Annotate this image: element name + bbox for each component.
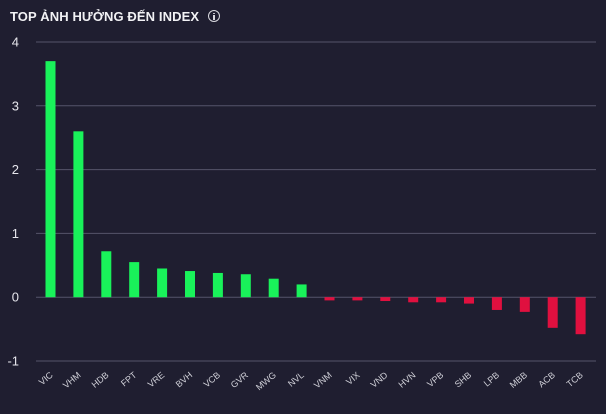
x-tick-label: ACB xyxy=(536,370,557,390)
x-tick-label: HDB xyxy=(90,370,111,390)
bar-vpb xyxy=(436,297,447,303)
y-tick-label: 1 xyxy=(12,226,19,241)
bar-vre xyxy=(157,268,168,298)
bar-vnm xyxy=(324,297,335,301)
x-tick-label: MBB xyxy=(508,370,529,390)
bar-vcb xyxy=(212,272,223,298)
bar-bvh xyxy=(185,271,195,298)
chart-title: TOP ẢNH HƯỞNG ĐẾN INDEX xyxy=(10,8,200,24)
x-tick-label: BVH xyxy=(174,370,195,390)
chart-header: TOP ẢNH HƯỞNG ĐẾN INDEX xyxy=(10,6,221,26)
bar-vic xyxy=(45,61,56,298)
y-tick-label: 2 xyxy=(12,162,19,177)
bar-mbb xyxy=(519,297,530,312)
x-tick-label: VND xyxy=(369,370,390,390)
bar-lpb xyxy=(491,297,502,310)
y-tick-label: 3 xyxy=(12,98,19,113)
y-tick-label: 0 xyxy=(12,290,19,305)
bar-mwg xyxy=(268,278,279,298)
x-tick-label: TCB xyxy=(565,370,585,389)
x-tick-label: VPB xyxy=(425,370,445,389)
x-tick-label: MWG xyxy=(254,370,278,392)
x-tick-label: FPT xyxy=(119,370,139,389)
x-tick-label: VHM xyxy=(61,370,83,391)
x-tick-label: HVN xyxy=(396,370,417,390)
x-tick-label: SHB xyxy=(453,370,474,390)
info-icon[interactable] xyxy=(208,10,221,22)
bar-gvr xyxy=(240,274,251,298)
bar-nvl xyxy=(296,284,307,298)
x-tick-label: VCB xyxy=(202,370,223,390)
x-tick-label: VNM xyxy=(312,370,334,391)
x-tick-label: VIC xyxy=(37,370,55,388)
bar-vix xyxy=(352,297,363,301)
bar-hvn xyxy=(408,297,419,303)
x-tick-label: NVL xyxy=(286,370,306,389)
x-tick-label: LPB xyxy=(482,370,501,389)
bar-shb xyxy=(464,297,474,304)
bar-vhm xyxy=(73,131,84,298)
bar-vnd xyxy=(380,297,391,302)
bar-acb xyxy=(547,297,558,328)
y-tick-label: -1 xyxy=(7,354,19,369)
x-tick-label: VRE xyxy=(146,370,167,390)
x-tick-label: VIX xyxy=(344,370,362,387)
bar-tcb xyxy=(575,297,586,335)
bar-fpt xyxy=(129,262,140,298)
x-tick-label: GVR xyxy=(229,370,251,391)
bar-hdb xyxy=(101,251,112,298)
y-tick-label: 4 xyxy=(12,35,19,50)
